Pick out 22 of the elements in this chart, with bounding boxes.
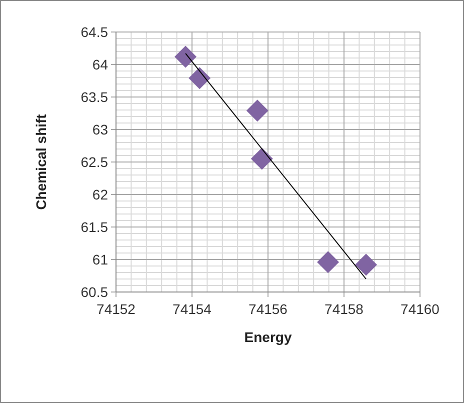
point <box>355 254 378 276</box>
point <box>174 46 197 68</box>
point <box>250 148 273 170</box>
y-tick-label: 60.5 <box>80 284 108 300</box>
y-tick-label: 63.5 <box>80 88 108 105</box>
y-tick-label: 61.5 <box>80 218 108 235</box>
point <box>317 251 340 274</box>
x-tick-label: 74152 <box>96 301 136 317</box>
point <box>246 100 268 122</box>
y-tick-label: 64.5 <box>80 24 108 40</box>
y-tick-label: 62.5 <box>80 154 108 170</box>
point <box>188 67 211 90</box>
x-axis-title: Energy <box>244 329 292 345</box>
y-tick-label: 62 <box>92 186 108 202</box>
y-tick-label: 63 <box>92 121 108 138</box>
x-tick-label: 74160 <box>400 301 440 317</box>
x-tick-label: 74154 <box>172 301 212 317</box>
y-axis-title: Chemical shift <box>33 114 49 210</box>
x-tick-label: 74158 <box>324 301 364 317</box>
y-tick-label: 64 <box>92 56 108 72</box>
y-tick-label: 61 <box>92 251 108 268</box>
x-tick-label: 74156 <box>248 301 288 317</box>
